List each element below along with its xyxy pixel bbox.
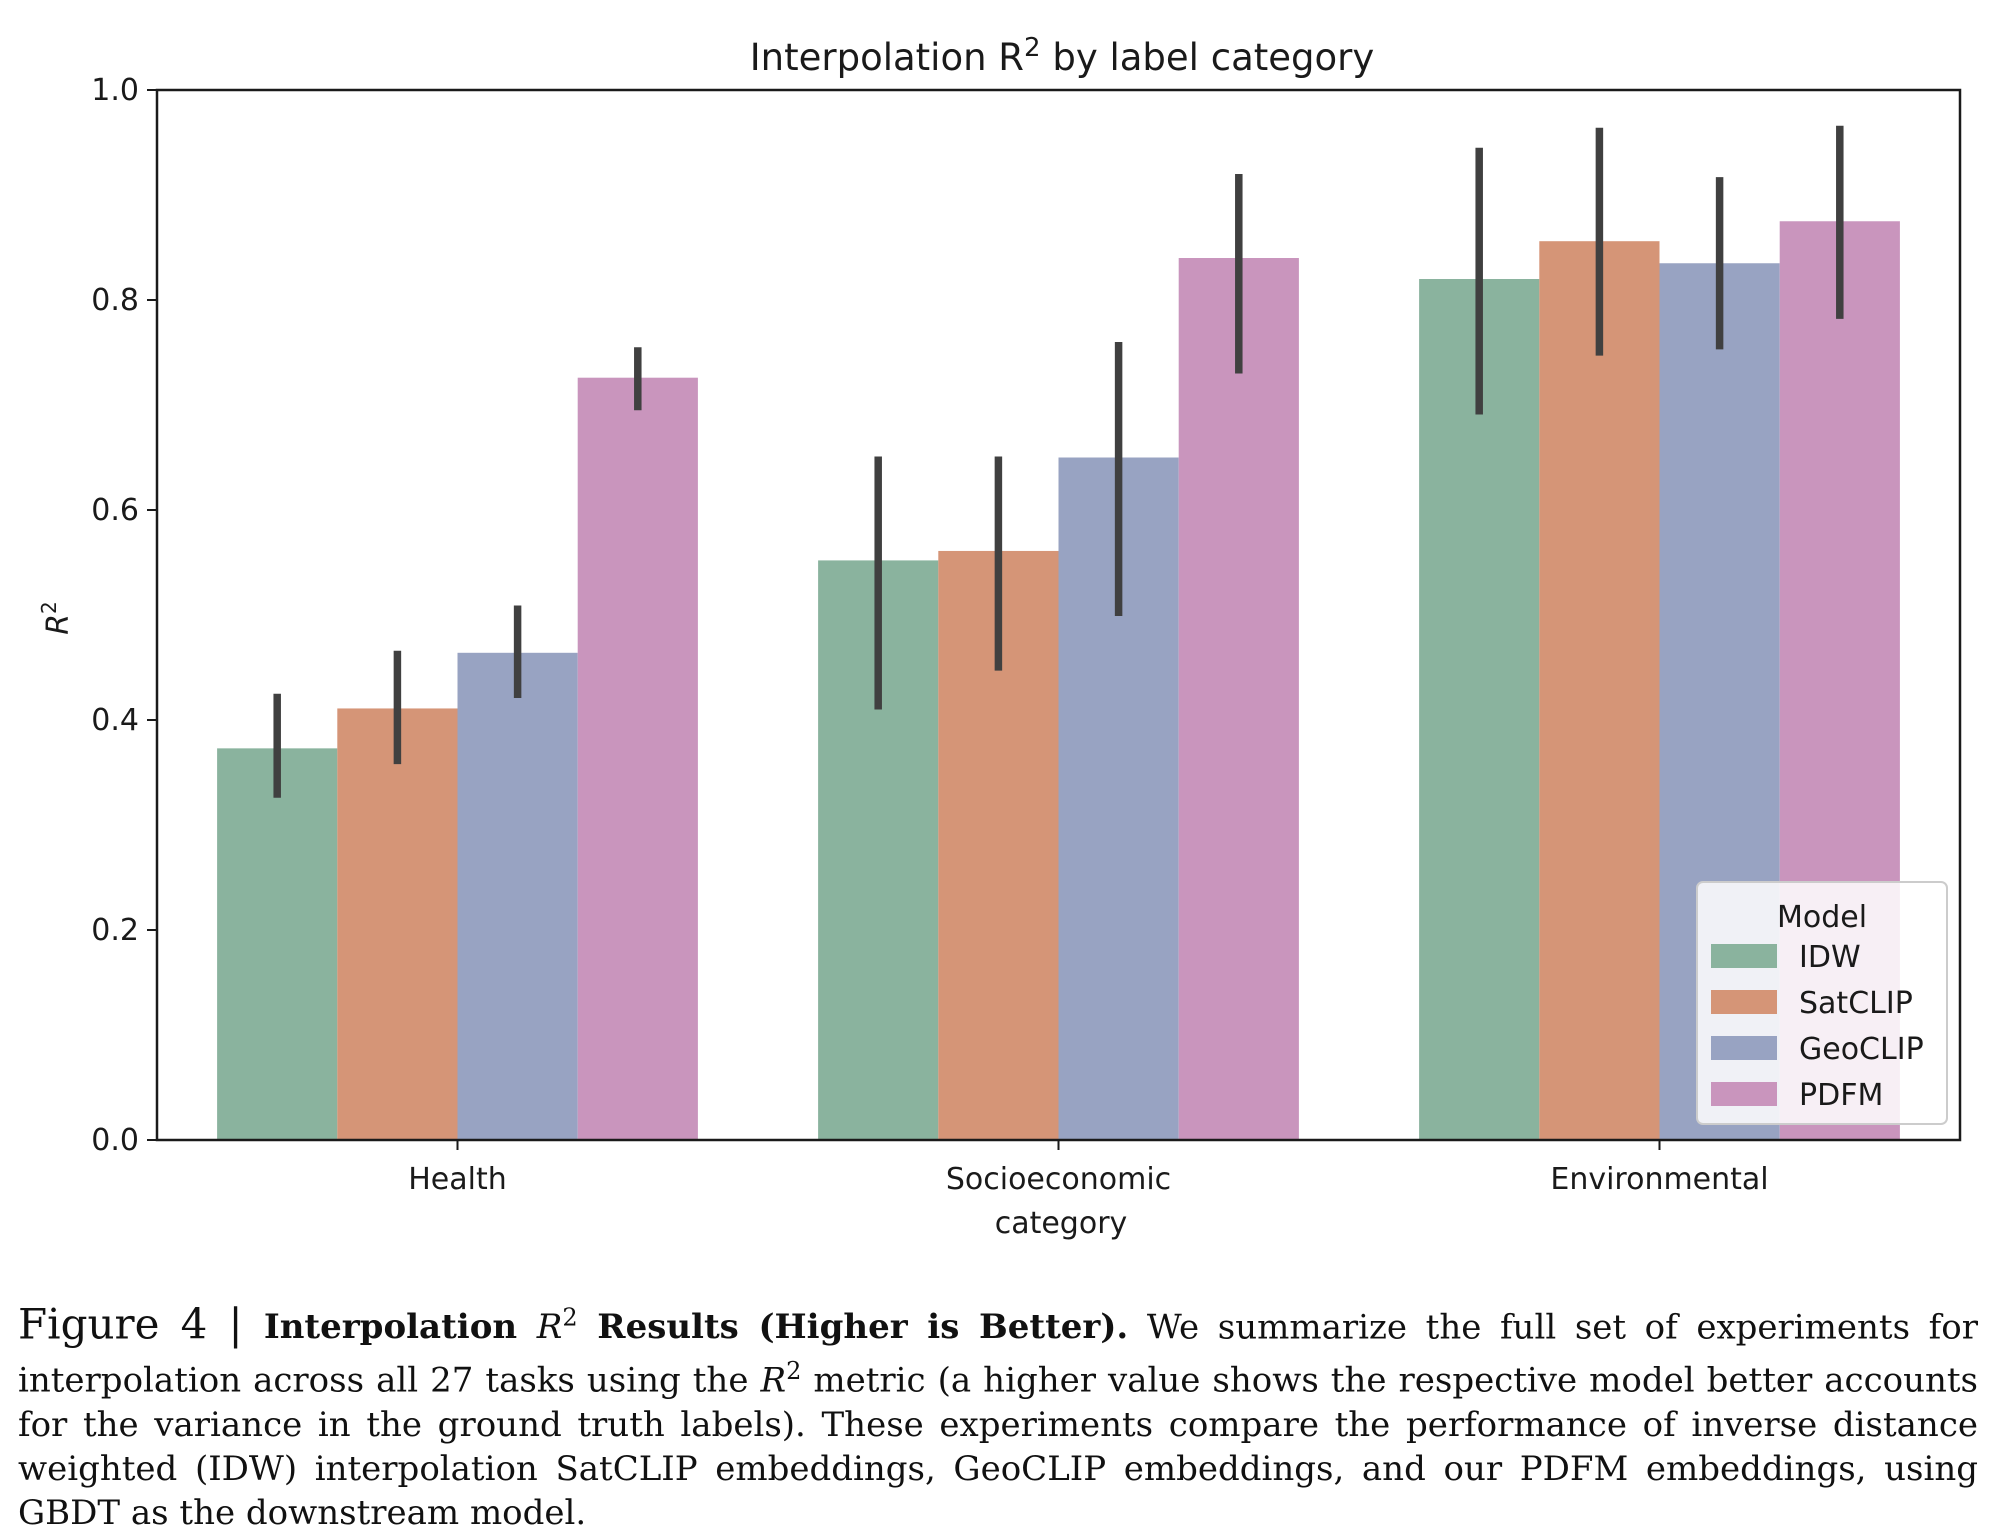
legend-swatch-geoclip: [1711, 1036, 1777, 1060]
legend-label-satclip: SatCLIP: [1799, 986, 1913, 1021]
bar-idw-environmental: [1419, 279, 1540, 1140]
caption-r: R: [760, 1360, 787, 1401]
bar-geoclip-health: [457, 652, 578, 1140]
bar-pdfm-socioeconomic: [1178, 258, 1299, 1140]
legend: Model IDW SatCLIP GeoCLIP PDFM: [1696, 881, 1948, 1125]
figure-caption: Figure 4 | Interpolation R2 Results (Hig…: [18, 1296, 1978, 1535]
legend-title: Model: [1777, 900, 1867, 935]
y-tick-label: 0.8: [91, 283, 139, 318]
legend-label-geoclip: GeoCLIP: [1799, 1032, 1924, 1067]
caption-bold-heading: Interpolation R2 Results (Higher is Bett…: [263, 1304, 1129, 1348]
legend-swatch-idw: [1711, 944, 1777, 968]
chart-title: Interpolation R2 by label category: [750, 33, 1375, 79]
bar-satclip-environmental: [1539, 241, 1660, 1140]
bar-chart: Interpolation R2 by label category 0.00.…: [37, 33, 1962, 1241]
legend-swatch-satclip: [1711, 990, 1777, 1014]
caption-text-b: metric (a higher value shows the respect…: [18, 1360, 1978, 1533]
y-tick-label: 0.6: [91, 493, 139, 528]
x-axis-label: category: [995, 1206, 1128, 1241]
y-tick-label: 1.0: [91, 73, 139, 108]
y-tick-label: 0.4: [91, 703, 139, 738]
caption-text-a: We summarize the full set of experiments…: [18, 1307, 1978, 1401]
y-axis-label: R2: [37, 601, 76, 635]
y-tick-label: 0.2: [91, 913, 139, 948]
legend-box: [1696, 881, 1948, 1125]
caption-r-sup: 2: [786, 1357, 802, 1386]
legend-swatch-pdfm: [1711, 1082, 1777, 1106]
bar-pdfm-health: [577, 377, 698, 1140]
error-bars-layer: [273, 125, 1844, 798]
chart-figure: Interpolation R2 by label category 0.0 0.…: [37, 33, 1962, 1241]
bars-layer: [217, 221, 1900, 1140]
legend-label-pdfm: PDFM: [1799, 1078, 1883, 1113]
legend-label-idw: IDW: [1799, 940, 1861, 975]
caption-figure-number: Figure 4 |: [18, 1299, 264, 1349]
x-tick-label: Socioeconomic: [946, 1162, 1171, 1197]
y-tick-label: 0.0: [91, 1123, 139, 1158]
axes-layer: 0.0 0.2 0.4 0.6 0.8 1.0 Health Socioeconomic Env…: [91, 73, 1962, 1197]
x-tick-label: Health: [408, 1162, 507, 1197]
bar-idw-health: [217, 748, 338, 1140]
bar-satclip-health: [337, 708, 458, 1140]
x-tick-label: Environmental: [1550, 1162, 1768, 1197]
